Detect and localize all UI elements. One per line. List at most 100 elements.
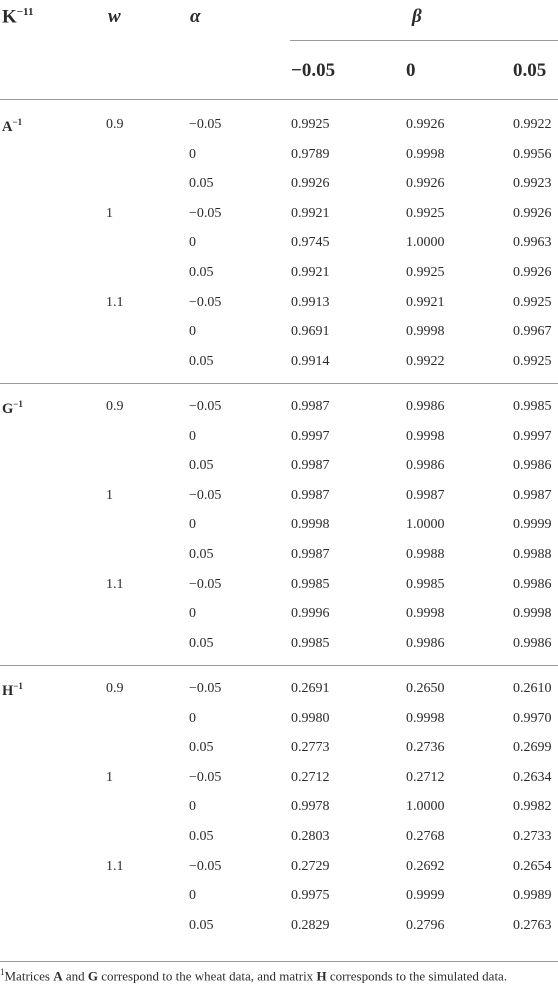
footnote-mark: 1 xyxy=(0,967,5,977)
table-cell: 0.9982 xyxy=(513,799,552,815)
alpha-value: 0.05 xyxy=(189,740,214,756)
group-rule xyxy=(0,665,558,666)
alpha-value: 0 xyxy=(189,517,196,533)
table-cell: 0.9980 xyxy=(291,710,330,726)
w-value: 0.9 xyxy=(106,117,124,132)
matrix-label: A−1 xyxy=(2,117,22,136)
alpha-value: −0.05 xyxy=(189,117,222,132)
table-cell: 0.9998 xyxy=(406,710,445,726)
alpha-value: 0.05 xyxy=(189,829,214,844)
table-cell: 0.2729 xyxy=(291,858,330,874)
alpha-value: −0.05 xyxy=(189,399,222,414)
w-value: 0.9 xyxy=(106,399,124,414)
alpha-value: −0.05 xyxy=(189,294,222,310)
table-cell: 0.2654 xyxy=(513,858,552,874)
w-value: 0.9 xyxy=(106,681,124,696)
table-cell: 0.2692 xyxy=(406,858,445,874)
table-cell: 0.9986 xyxy=(513,576,552,592)
matrix-sup: −1 xyxy=(13,399,23,409)
table-cell: 0.9985 xyxy=(513,399,552,414)
alpha-value: 0.05 xyxy=(189,917,214,933)
table-cell: 0.9925 xyxy=(406,265,445,280)
alpha-value: 0 xyxy=(189,324,196,340)
header-k: K−11 xyxy=(2,6,33,28)
matrix-label: H−1 xyxy=(2,681,23,700)
table-cell: 0.2634 xyxy=(513,769,552,785)
table-cell: 0.2773 xyxy=(291,740,330,756)
table-cell: 0.9913 xyxy=(291,294,330,310)
table-cell: 0.2712 xyxy=(291,769,330,785)
group-rule xyxy=(0,383,558,384)
table-cell: 0.9998 xyxy=(291,517,330,533)
alpha-value: 0 xyxy=(189,888,196,904)
table-cell: 0.9923 xyxy=(513,176,552,192)
table-cell: 0.9986 xyxy=(406,399,445,414)
alpha-value: −0.05 xyxy=(189,205,222,221)
table-cell: 0.9963 xyxy=(513,235,552,251)
table-cell: 0.9925 xyxy=(513,353,552,369)
table-cell: 0.9998 xyxy=(406,146,445,162)
table-cell: 1.0000 xyxy=(406,517,445,533)
table-cell: 0.9975 xyxy=(291,888,330,904)
table-cell: 0.2650 xyxy=(406,681,445,696)
table-cell: 0.9925 xyxy=(513,294,552,310)
header-k-sup: −11 xyxy=(16,6,34,18)
table-cell: 0.9996 xyxy=(291,606,330,622)
alpha-value: 0.05 xyxy=(189,265,214,280)
table-cell: 0.9986 xyxy=(513,458,552,474)
alpha-value: 0.05 xyxy=(189,635,214,651)
table-cell: 0.9998 xyxy=(406,324,445,340)
header-w: w xyxy=(108,6,121,27)
alpha-value: 0 xyxy=(189,235,196,251)
table-cell: 0.2733 xyxy=(513,829,552,844)
beta-value-1: −0.05 xyxy=(291,60,336,81)
w-value: 1 xyxy=(106,205,113,221)
matrix-label: G−1 xyxy=(2,399,23,418)
table-cell: 0.9998 xyxy=(406,606,445,622)
table-cell: 0.9926 xyxy=(513,205,552,221)
header-beta: β xyxy=(412,6,422,27)
table-cell: 0.9956 xyxy=(513,146,552,162)
matrix-sup: −1 xyxy=(12,117,23,127)
table-cell: 0.2699 xyxy=(513,740,552,756)
beta-value-2: 0 xyxy=(406,60,416,81)
table-cell: 0.9967 xyxy=(513,324,552,340)
footnote: 1Matrices A and G correspond to the whea… xyxy=(0,967,508,984)
matrix-letter: H xyxy=(2,682,14,699)
alpha-value: −0.05 xyxy=(189,487,222,503)
matrix-letter: A xyxy=(2,118,13,135)
table-cell: 0.2796 xyxy=(406,917,445,933)
table-cell: 0.9925 xyxy=(406,205,445,221)
table-cell: 0.9926 xyxy=(406,117,445,132)
table-cell: 0.9999 xyxy=(406,888,445,904)
table-cell: 1.0000 xyxy=(406,799,445,815)
table-cell: 0.2768 xyxy=(406,829,445,844)
table-cell: 0.9986 xyxy=(513,635,552,651)
header-k-letter: K xyxy=(2,6,17,28)
table-cell: 0.2736 xyxy=(406,740,445,756)
table-cell: 0.9986 xyxy=(406,458,445,474)
alpha-value: 0 xyxy=(189,606,196,622)
table-cell: 0.9921 xyxy=(291,205,330,221)
alpha-value: 0.05 xyxy=(189,353,214,369)
alpha-value: 0.05 xyxy=(189,458,214,474)
table-cell: 0.9926 xyxy=(291,176,330,192)
table-cell: 0.9925 xyxy=(291,117,330,132)
alpha-value: −0.05 xyxy=(189,576,222,592)
w-value: 1.1 xyxy=(106,576,124,592)
table-cell: 0.9922 xyxy=(513,117,552,132)
table-cell: 0.9745 xyxy=(291,235,330,251)
alpha-value: 0.05 xyxy=(189,547,214,562)
footnote-rule xyxy=(0,961,558,962)
table-cell: 0.9970 xyxy=(513,710,552,726)
table-cell: 0.2691 xyxy=(291,681,330,696)
alpha-value: 0 xyxy=(189,710,196,726)
table-cell: 0.2829 xyxy=(291,917,330,933)
w-value: 1 xyxy=(106,769,113,785)
table-cell: 0.9987 xyxy=(291,547,330,562)
table-cell: 0.9985 xyxy=(291,635,330,651)
w-value: 1.1 xyxy=(106,294,124,310)
matrix-letter: G xyxy=(2,400,14,417)
table-cell: 0.9988 xyxy=(513,547,552,562)
alpha-value: 0 xyxy=(189,799,196,815)
